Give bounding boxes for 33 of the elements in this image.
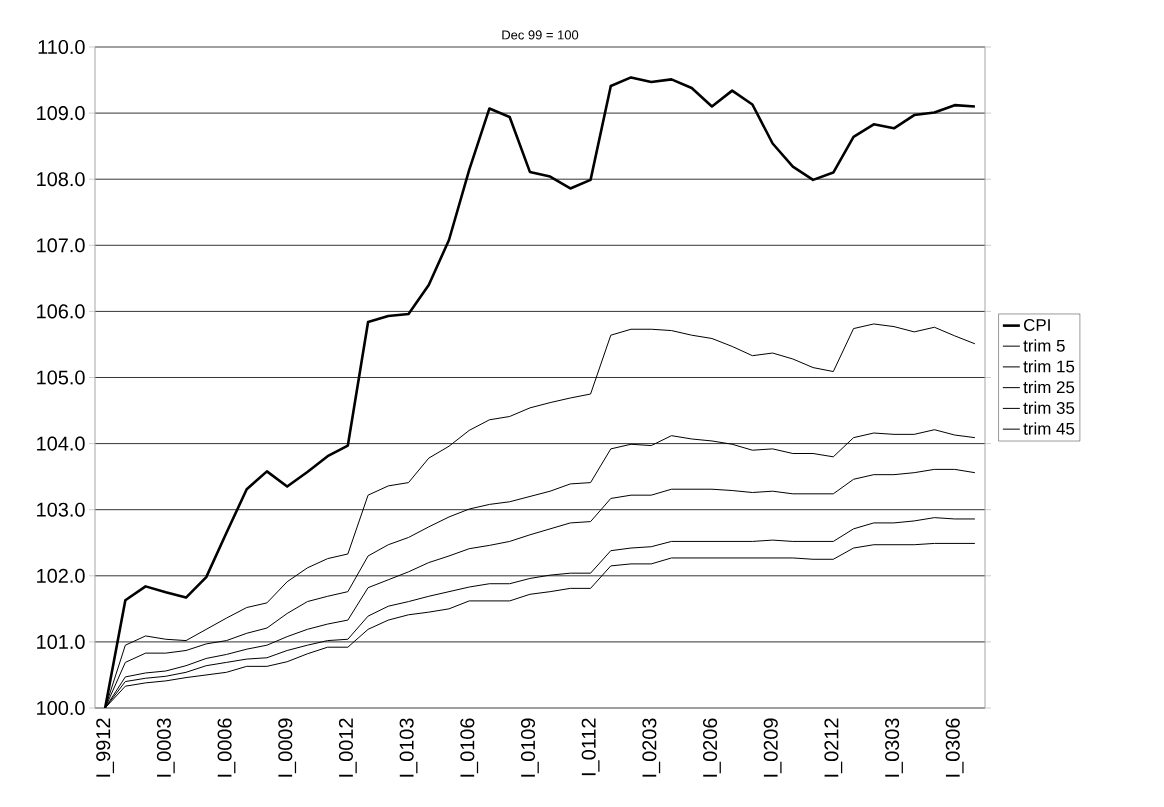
x-tick-label: I_0109 — [520, 718, 539, 777]
legend-label: trim 45 — [1023, 422, 1075, 435]
y-tick-label: 101.0 — [37, 634, 85, 649]
y-tick-label: 107.0 — [37, 238, 85, 253]
y-tick-label: 104.0 — [37, 436, 85, 451]
x-tick-label: I_0206 — [703, 718, 721, 777]
x-tick-label: I_0212 — [824, 718, 843, 777]
legend-label: trim 35 — [1023, 401, 1075, 414]
legend-label: trim 5 — [1023, 339, 1065, 352]
x-tick-label: I_0106 — [460, 718, 479, 777]
y-tick-label: 108.0 — [37, 172, 85, 187]
x-tick-label: I_0303 — [885, 718, 903, 777]
x-tick-label: I_0203 — [642, 718, 661, 777]
x-tick-label: I_0112 — [581, 718, 600, 776]
x-tick-label: I_0006 — [217, 718, 236, 777]
y-tick-label: 110.0 — [38, 39, 85, 55]
x-tick-label: I_0209 — [763, 718, 782, 777]
y-tick-label: 106.0 — [37, 304, 85, 319]
x-tick-label: I_0009 — [278, 718, 297, 777]
y-tick-label: 103.0 — [37, 502, 85, 517]
x-tick-label: I_0003 — [156, 718, 175, 777]
legend-label: trim 25 — [1023, 380, 1075, 394]
chart-title: Dec 99 = 100 — [502, 30, 579, 40]
y-tick-label: 105.0 — [37, 370, 85, 385]
x-tick-label: I_0012 — [338, 718, 357, 777]
x-tick-label: I_9912 — [96, 718, 115, 777]
legend-label: CPI — [1024, 318, 1050, 331]
x-tick-label: I_0103 — [399, 718, 418, 777]
x-tick-label: I_0306 — [945, 718, 964, 777]
y-tick-label: 100.0 — [37, 700, 85, 716]
y-tick-label: 102.0 — [37, 568, 85, 583]
y-tick-label: 109.0 — [37, 106, 85, 121]
legend-label: trim 15 — [1023, 360, 1075, 373]
